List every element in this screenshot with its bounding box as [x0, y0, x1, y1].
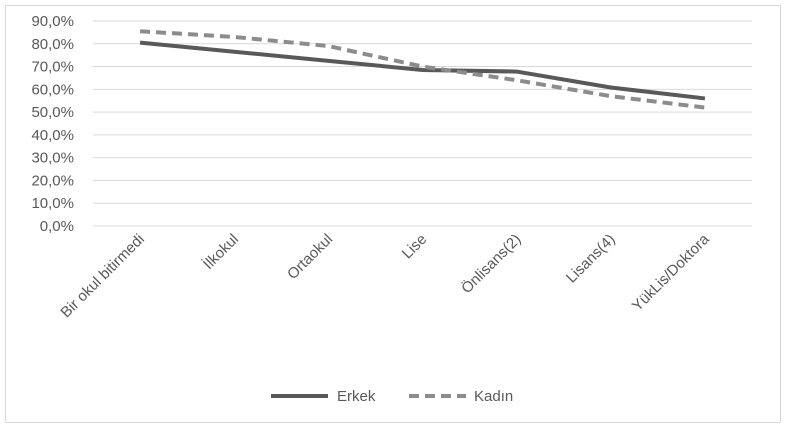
- y-tick-label: 50,0%: [31, 104, 74, 121]
- x-tick-label: Ortaokul: [284, 231, 336, 283]
- x-tick-label: Bir okul bitirmedi: [57, 231, 147, 321]
- x-tick-label: Önlisans(2): [458, 230, 525, 297]
- series-line-0: [139, 40, 706, 101]
- y-tick-label: 70,0%: [31, 59, 74, 76]
- x-axis-ticks: Bir okul bitirmedi İlkokul Ortaokul Lise Önl…: [57, 230, 713, 321]
- y-tick-label: 0,0%: [40, 218, 74, 235]
- legend-label: Kadın: [474, 388, 513, 405]
- y-tick-label: 10,0%: [31, 195, 74, 212]
- y-tick-label: 40,0%: [31, 127, 74, 144]
- x-tick-label: İlkokul: [199, 230, 242, 273]
- x-tick-label: Lisans(4): [563, 231, 619, 287]
- y-tick-label: 80,0%: [31, 36, 74, 53]
- legend: Erkek Kadın: [271, 388, 513, 405]
- series-lines: [139, 29, 706, 110]
- y-axis-ticks: 0,0% 10,0% 20,0% 30,0% 40,0% 50,0% 60,0% 70,0% 8…: [31, 13, 74, 235]
- x-tick-label: Lise: [399, 231, 430, 262]
- x-tick-label: YükLis/Doktora: [629, 230, 713, 314]
- y-tick-label: 60,0%: [31, 81, 74, 98]
- y-tick-label: 90,0%: [31, 13, 74, 30]
- legend-label: Erkek: [337, 388, 376, 405]
- chart-frame: [5, 5, 781, 423]
- gridlines: [93, 20, 752, 227]
- y-tick-label: 30,0%: [31, 150, 74, 167]
- y-tick-label: 20,0%: [31, 172, 74, 189]
